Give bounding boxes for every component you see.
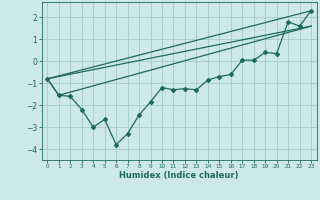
X-axis label: Humidex (Indice chaleur): Humidex (Indice chaleur) <box>119 171 239 180</box>
